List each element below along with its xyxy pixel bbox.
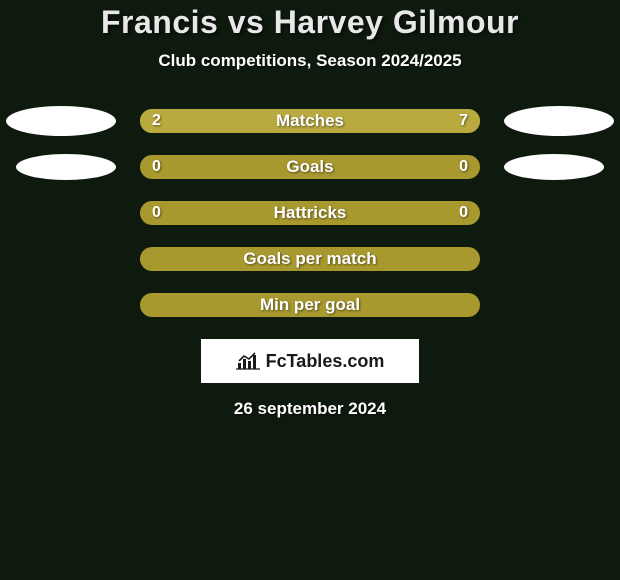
page-title: Francis vs Harvey Gilmour: [0, 4, 620, 41]
metric-label: Hattricks: [140, 201, 480, 225]
player2-name: Harvey Gilmour: [274, 4, 519, 40]
player1-name: Francis: [101, 4, 218, 40]
metric-label: Min per goal: [140, 293, 480, 317]
avatar: [6, 106, 116, 136]
subtitle: Club competitions, Season 2024/2025: [0, 51, 620, 71]
avatar: [504, 106, 614, 136]
comparison-card: Francis vs Harvey Gilmour Club competiti…: [0, 0, 620, 419]
date-text: 26 september 2024: [0, 399, 620, 419]
chart-icon: [236, 351, 260, 371]
metric-label: Matches: [140, 109, 480, 133]
stat-row: 00Hattricks: [0, 201, 620, 225]
metric-label: Goals per match: [140, 247, 480, 271]
logo-text: FcTables.com: [266, 351, 385, 372]
vs-text: vs: [228, 4, 265, 40]
avatar: [504, 154, 604, 180]
stat-row: 27Matches: [0, 109, 620, 133]
logo-box: FcTables.com: [201, 339, 419, 383]
stat-rows: 27Matches 00Goals 00Hattricks Goals per mat…: [0, 109, 620, 317]
stat-row: Min per goal: [0, 293, 620, 317]
stat-row: 00Goals: [0, 155, 620, 179]
metric-label: Goals: [140, 155, 480, 179]
stat-row: Goals per match: [0, 247, 620, 271]
avatar: [16, 154, 116, 180]
